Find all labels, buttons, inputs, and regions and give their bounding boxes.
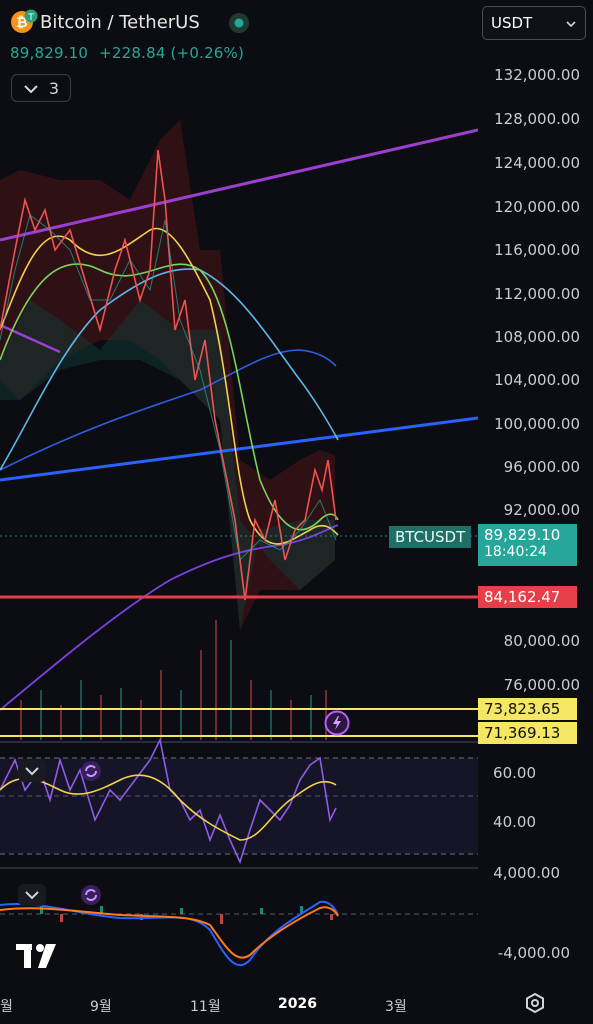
price-axis-label: 116,000.00 bbox=[494, 241, 580, 259]
level-price-tag-2: 71,369.13 bbox=[478, 722, 577, 744]
rsi-axis-label: 40.00 bbox=[493, 813, 536, 831]
symbol-title[interactable]: Bitcoin / TetherUS bbox=[40, 12, 200, 33]
rsi-band bbox=[0, 758, 478, 854]
quote-currency-value: USDT bbox=[491, 14, 533, 32]
rsi-refresh-icon[interactable] bbox=[80, 760, 102, 782]
last-price: 89,829.10 bbox=[10, 44, 89, 62]
indicator-count: 3 bbox=[48, 78, 60, 98]
quote-currency-select[interactable]: USDT bbox=[482, 6, 586, 40]
ma-long-blue bbox=[0, 349, 337, 471]
last-price-value: 89,829.10 bbox=[484, 526, 561, 544]
last-price-tag: 89,829.10 18:40:24 bbox=[478, 524, 577, 566]
price-series-up bbox=[0, 214, 337, 562]
rsi-collapse-chevron-icon[interactable] bbox=[18, 760, 46, 782]
blue-trendline bbox=[0, 416, 478, 482]
tradingview-logo[interactable] bbox=[16, 944, 58, 968]
symbol-tag: BTCUSDT bbox=[389, 526, 472, 548]
time-axis-label: 11월 bbox=[190, 999, 221, 1015]
time-axis-label: 9월 bbox=[90, 999, 112, 1015]
indicators-toggle-button[interactable]: 3 bbox=[11, 74, 71, 102]
lightning-icon[interactable] bbox=[324, 710, 350, 736]
ma-yellow bbox=[0, 227, 339, 545]
price-axis-label: 80,000.00 bbox=[503, 632, 580, 650]
price-axis-label: 124,000.00 bbox=[494, 154, 580, 172]
settings-icon[interactable] bbox=[524, 992, 546, 1014]
ma-light-blue bbox=[0, 268, 339, 471]
price-change-line: 89,829.10 +228.84 (+0.26%) bbox=[10, 44, 244, 62]
chevron-down-icon bbox=[565, 14, 577, 32]
purple-short-line bbox=[0, 323, 61, 354]
chevron-down-icon bbox=[23, 79, 39, 98]
price-axis-label: 108,000.00 bbox=[494, 328, 580, 346]
price-axis-label: 104,000.00 bbox=[494, 371, 580, 389]
macd-line bbox=[0, 900, 339, 967]
price-axis-label: 112,000.00 bbox=[494, 285, 580, 303]
price-series bbox=[0, 149, 337, 601]
svg-text:₿: ₿ bbox=[16, 15, 27, 31]
macd-signal-line bbox=[0, 906, 339, 959]
macd-refresh-icon[interactable] bbox=[80, 884, 102, 906]
macd-axis-label: -4,000.00 bbox=[497, 944, 570, 962]
price-axis-label: 132,000.00 bbox=[494, 66, 580, 84]
price-axis-label: 76,000.00 bbox=[503, 676, 580, 694]
candle-countdown: 18:40:24 bbox=[484, 544, 547, 560]
support-price-tag: 84,162.47 bbox=[478, 586, 577, 608]
price-axis-label: 128,000.00 bbox=[494, 110, 580, 128]
time-axis-label: 2026 bbox=[278, 996, 317, 1012]
rsi-axis-label: 60.00 bbox=[493, 764, 536, 782]
rsi-line bbox=[0, 737, 337, 865]
purple-trendline bbox=[0, 128, 478, 242]
price-chart[interactable] bbox=[0, 0, 478, 1000]
price-change: +228.84 (+0.26%) bbox=[99, 44, 245, 62]
macd-axis-label: 4,000.00 bbox=[493, 864, 560, 882]
rsi-ma-line bbox=[0, 774, 337, 841]
price-axis-label: 92,000.00 bbox=[503, 501, 580, 519]
level-price-tag-1: 73,823.65 bbox=[478, 698, 577, 720]
macd-collapse-chevron-icon[interactable] bbox=[18, 884, 46, 906]
time-axis-label: 3월 bbox=[385, 999, 407, 1015]
price-axis-label: 96,000.00 bbox=[503, 458, 580, 476]
svg-text:T: T bbox=[27, 13, 34, 23]
tether-icon: T bbox=[24, 8, 38, 23]
ma-green bbox=[0, 263, 339, 531]
market-status-icon[interactable] bbox=[228, 12, 250, 34]
time-axis-label: 월 bbox=[0, 999, 13, 1015]
bollinger-band bbox=[0, 120, 335, 630]
price-axis-label: 120,000.00 bbox=[494, 198, 580, 216]
ma-violet-rising bbox=[0, 524, 339, 711]
price-axis-label: 100,000.00 bbox=[494, 415, 580, 433]
volume-bars bbox=[20, 620, 327, 740]
